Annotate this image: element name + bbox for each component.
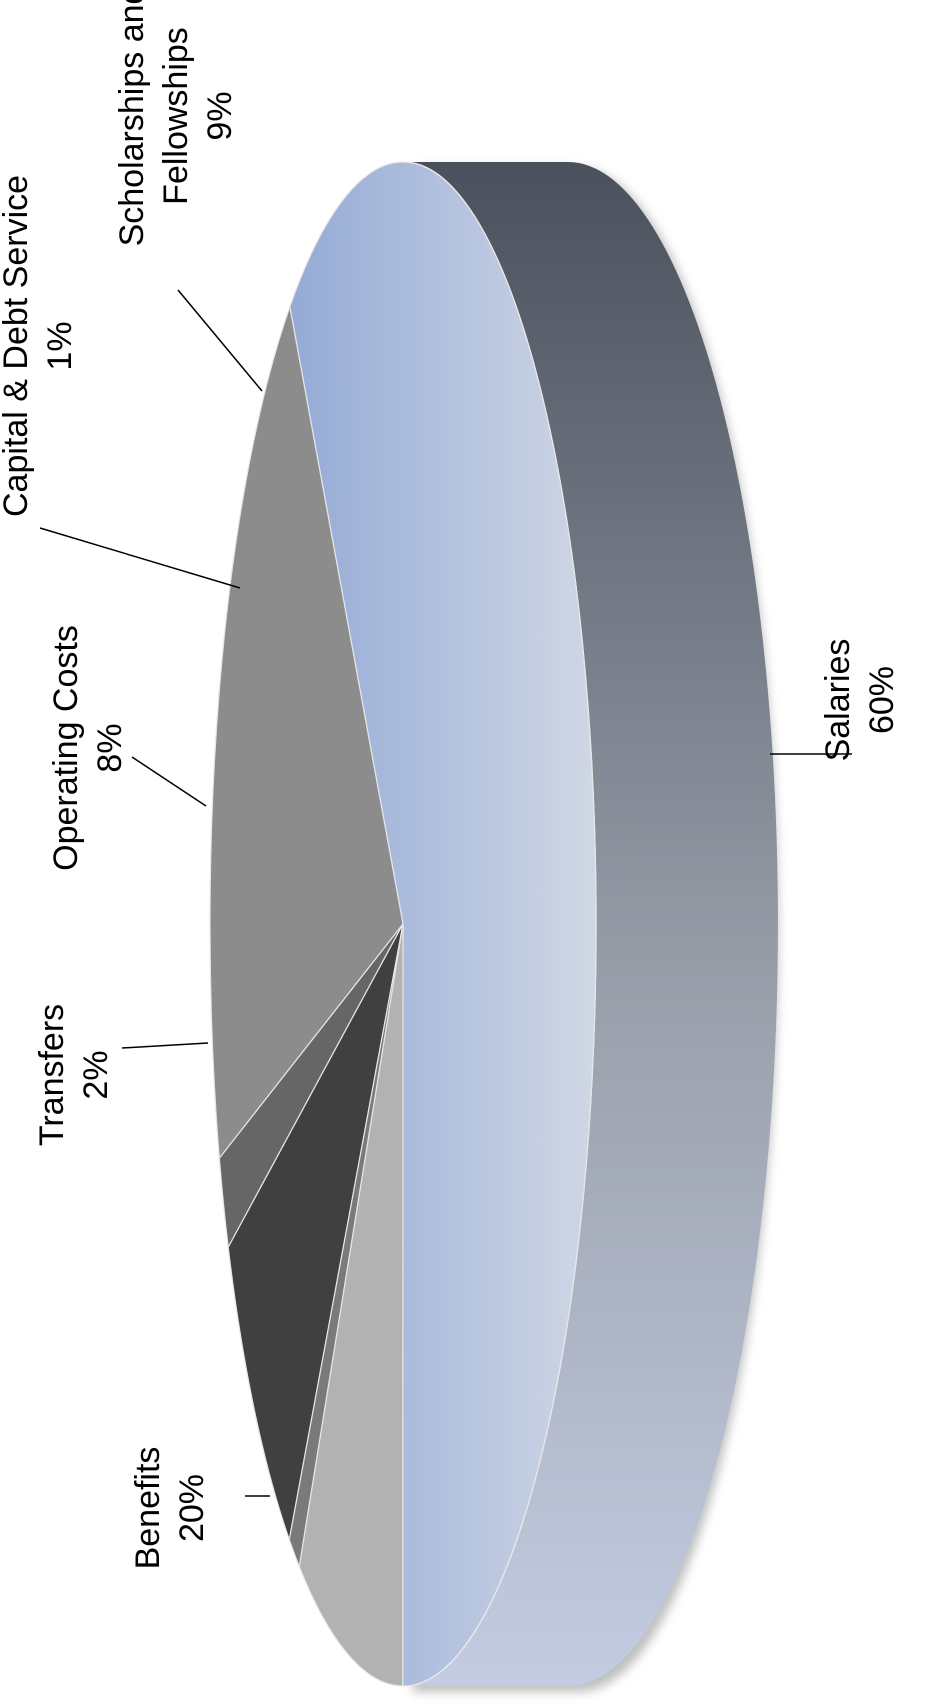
pie-slice-salaries bbox=[289, 161, 597, 1687]
slice-label-transfers: Transfers 2% bbox=[33, 1004, 115, 1146]
leader-line-capital-and-debt-service bbox=[39, 527, 241, 589]
pie-slice-scholarships-and-fellowships bbox=[298, 923, 404, 1687]
slice-name-transfers: Transfers bbox=[33, 1004, 71, 1146]
slice-name-scholarships-and-fellowships: Scholarships and bbox=[113, 0, 151, 246]
slice-label-operating-costs: Operating Costs 8% bbox=[47, 625, 129, 871]
slice-name-benefits: Benefits bbox=[129, 1447, 167, 1570]
pie-labels: Salaries 60% Benefits 20% Transfers 2% Operati… bbox=[0, 0, 901, 1569]
slice-percent-salaries: 60% bbox=[863, 666, 901, 734]
slice-label-capital-and-debt-service: Capital & Debt Service 1% bbox=[0, 175, 79, 517]
slice-percent-transfers: 2% bbox=[77, 1050, 115, 1099]
slice-name-operating-costs: Operating Costs bbox=[47, 625, 85, 871]
slice-name-salaries: Salaries bbox=[819, 639, 857, 762]
slice-label-benefits: Benefits 20% bbox=[129, 1447, 211, 1570]
pie-slice-benefits bbox=[209, 304, 404, 1160]
leader-line-operating-costs bbox=[131, 756, 207, 807]
leader-line-scholarships-and-fellowships bbox=[177, 289, 263, 392]
pie-leader-lines bbox=[39, 289, 852, 1497]
leader-line-transfers bbox=[121, 1042, 209, 1049]
slice-name-scholarships-and-fellowships: Fellowships bbox=[157, 27, 195, 205]
slice-percent-capital-and-debt-service: 1% bbox=[41, 321, 79, 370]
slice-percent-scholarships-and-fellowships: 9% bbox=[201, 91, 239, 140]
slice-percent-benefits: 20% bbox=[173, 1474, 211, 1542]
slice-percent-operating-costs: 8% bbox=[91, 723, 129, 772]
slice-label-scholarships-and-fellowships: Scholarships and Fellowships 9% bbox=[113, 0, 239, 246]
slice-name-capital-and-debt-service: Capital & Debt Service bbox=[0, 175, 35, 517]
pie-slice-operating-costs bbox=[227, 923, 404, 1543]
pie-slices bbox=[209, 161, 597, 1687]
slice-label-salaries: Salaries 60% bbox=[819, 639, 901, 762]
